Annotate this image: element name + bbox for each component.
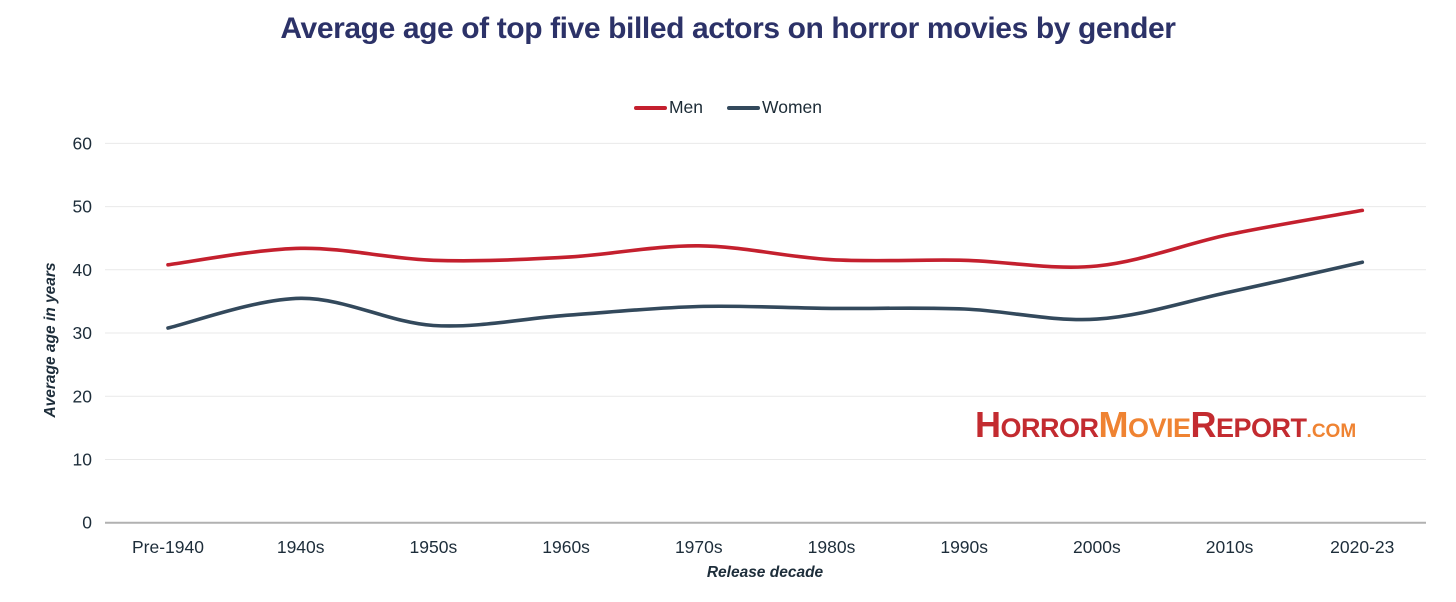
x-tick-label: 2000s [1073, 537, 1121, 557]
watermark-word-movie: Movie [1098, 404, 1192, 446]
watermark-word-report: Report [1190, 404, 1308, 446]
y-tick-label: 50 [73, 197, 93, 217]
y-tick-label: 0 [82, 513, 92, 533]
legend-item-men: Men [633, 97, 704, 118]
watermark-rest-letters: orror [1000, 413, 1100, 443]
x-tick-label: 2010s [1206, 537, 1254, 557]
legend-swatch [727, 105, 761, 110]
y-axis-tick-labels: 0 10 20 30 40 50 60 [73, 133, 93, 532]
x-tick-label: 1960s [542, 537, 590, 557]
series-lines [166, 208, 1365, 330]
x-tick-label: 2020-23 [1330, 537, 1394, 557]
x-tick-label: 1970s [675, 537, 723, 557]
series-line-men [166, 208, 1365, 269]
watermark-rest-letters: eport [1216, 413, 1307, 443]
legend-label: Women [762, 97, 823, 117]
y-tick-label: 20 [73, 386, 93, 406]
watermark-word-horror: Horror [975, 404, 1099, 446]
y-axis-title: Average age in years [42, 262, 59, 418]
watermark-lead-letter: R [1190, 404, 1217, 445]
watermark-rest-letters: ovie [1128, 413, 1191, 443]
x-tick-label: 1990s [940, 537, 988, 557]
x-tick-label: 1950s [410, 537, 458, 557]
watermark-lead-letter: H [975, 404, 1001, 445]
x-tick-label: 1980s [808, 537, 856, 557]
watermark-lead-letter: M [1098, 404, 1129, 445]
watermark-horrormoviereport: Horror Movie Report .com [975, 404, 1356, 446]
x-axis-tick-labels: Pre-1940 1940s 1950s 1960s 1970s 1980s 1990s 20… [132, 537, 1394, 557]
y-tick-label: 30 [73, 323, 93, 343]
legend-label: Men [668, 97, 704, 117]
legend-swatch [633, 105, 667, 110]
y-tick-label: 60 [73, 133, 93, 153]
legend-item-women: Women [727, 97, 822, 118]
x-tick-label: Pre-1940 [132, 537, 204, 557]
gridlines [105, 142, 1426, 524]
y-tick-label: 10 [73, 450, 93, 470]
legend: Men Women [0, 97, 1456, 118]
chart-title: Average age of top five billed actors on… [280, 12, 1176, 45]
series-line-women [166, 260, 1365, 330]
x-axis-title: Release decade [707, 564, 824, 581]
y-tick-label: 40 [73, 260, 93, 280]
x-tick-label: 1940s [277, 537, 325, 557]
watermark-tld: .com [1306, 421, 1357, 442]
